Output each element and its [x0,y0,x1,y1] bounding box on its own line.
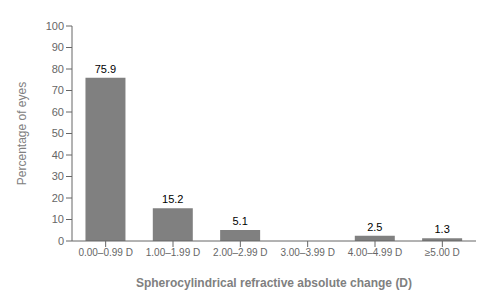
svg-text:30: 30 [52,170,64,182]
svg-text:80: 80 [52,63,64,75]
svg-text:2.5: 2.5 [367,221,382,233]
svg-text:90: 90 [52,41,64,53]
svg-text:4.00–4.99 D: 4.00–4.99 D [348,247,403,258]
svg-text:10: 10 [52,213,64,225]
svg-text:100: 100 [46,20,64,32]
svg-text:40: 40 [52,149,64,161]
svg-text:20: 20 [52,192,64,204]
svg-text:70: 70 [52,84,64,96]
svg-text:1.3: 1.3 [434,223,449,235]
svg-text:75.9: 75.9 [95,63,116,75]
svg-text:0.00–0.99 D: 0.00–0.99 D [78,247,133,258]
svg-text:3.00–3.99 D: 3.00–3.99 D [280,247,335,258]
svg-text:50: 50 [52,127,64,139]
svg-text:0: 0 [58,235,64,247]
svg-text:60: 60 [52,106,64,118]
svg-text:Spherocylindrical refractive a: Spherocylindrical refractive absolute ch… [136,276,412,290]
svg-text:≥5.00 D: ≥5.00 D [425,247,460,258]
svg-text:5.1: 5.1 [232,215,247,227]
svg-text:2.00–2.99 D: 2.00–2.99 D [213,247,268,258]
svg-text:15.2: 15.2 [162,193,183,205]
svg-text:Percentage of eyes: Percentage of eyes [15,82,29,185]
svg-text:1.00–1.99 D: 1.00–1.99 D [146,247,201,258]
